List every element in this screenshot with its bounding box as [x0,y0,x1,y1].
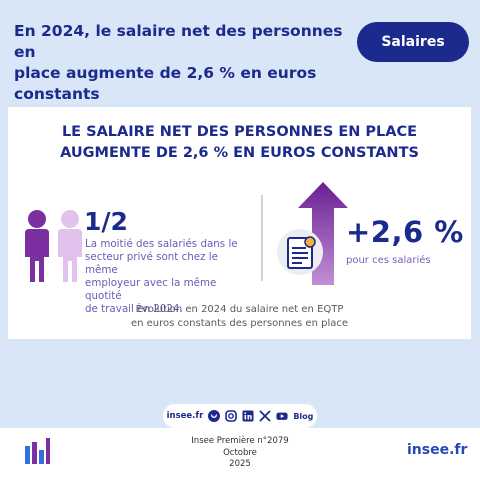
card-caption: Évolution en 2024 du salaire net en EQTP… [8,303,471,331]
half-fraction: 1/2 [84,207,128,236]
linkedin-icon[interactable] [242,410,254,422]
title-line-1: En 2024, le salaire net des personnes en [14,22,343,61]
description-line: secteur privé sont chez le même [85,251,218,276]
social-bar: insee.fr Blog [163,404,317,428]
insee-site-link[interactable]: insee.fr [407,442,468,458]
card-title: LE SALAIRE NET DES PERSONNES EN PLACE AU… [8,122,471,164]
vertical-divider [261,195,263,281]
publication-month: Octobre [223,447,257,458]
blog-link[interactable]: Blog [293,411,314,421]
two-persons-icon [25,210,82,282]
caption-line-1: Évolution en 2024 du salaire net en EQTP [135,304,344,315]
title-line-2: place augmente de 2,6 % en euros constan… [14,64,317,103]
up-arrow-icon [298,182,348,285]
half-description: La moitié des salariés dans le secteur p… [85,238,245,316]
page-title: En 2024, le salaire net des personnes en… [14,21,344,105]
caption-line-2: en euros constants des personnes en plac… [130,318,349,329]
card-title-line-1: LE SALAIRE NET DES PERSONNES EN PLACE [61,124,418,140]
instagram-icon[interactable] [225,410,238,422]
description-line: La moitié des salariés dans le [85,238,238,250]
x-icon[interactable] [259,410,271,422]
document-icon [277,229,323,275]
increase-value: +2,6 % [346,215,464,249]
infographic-card: LE SALAIRE NET DES PERSONNES EN PLACE AU… [8,107,471,339]
bluesky-icon[interactable] [208,410,221,422]
insee-logo [25,438,50,464]
description-line: employeur avec la même quotité [85,277,217,302]
social-site-label[interactable]: insee.fr [166,411,204,421]
publication-info: Insee Première n°2079 Octobre 2025 [0,436,480,471]
increase-subtitle: pour ces salariés [346,255,431,266]
publication-number: Insee Première n°2079 [191,436,289,446]
salaires-tag-button[interactable]: Salaires [357,22,469,62]
footer-bar: Insee Première n°2079 Octobre 2025 insee… [0,428,480,480]
card-title-line-2: AUGMENTE DE 2,6 % EN EUROS CONSTANTS [60,145,419,161]
publication-year: 2025 [229,459,251,469]
youtube-icon[interactable] [276,410,288,422]
description-line: de travail en 2024. [85,303,183,315]
